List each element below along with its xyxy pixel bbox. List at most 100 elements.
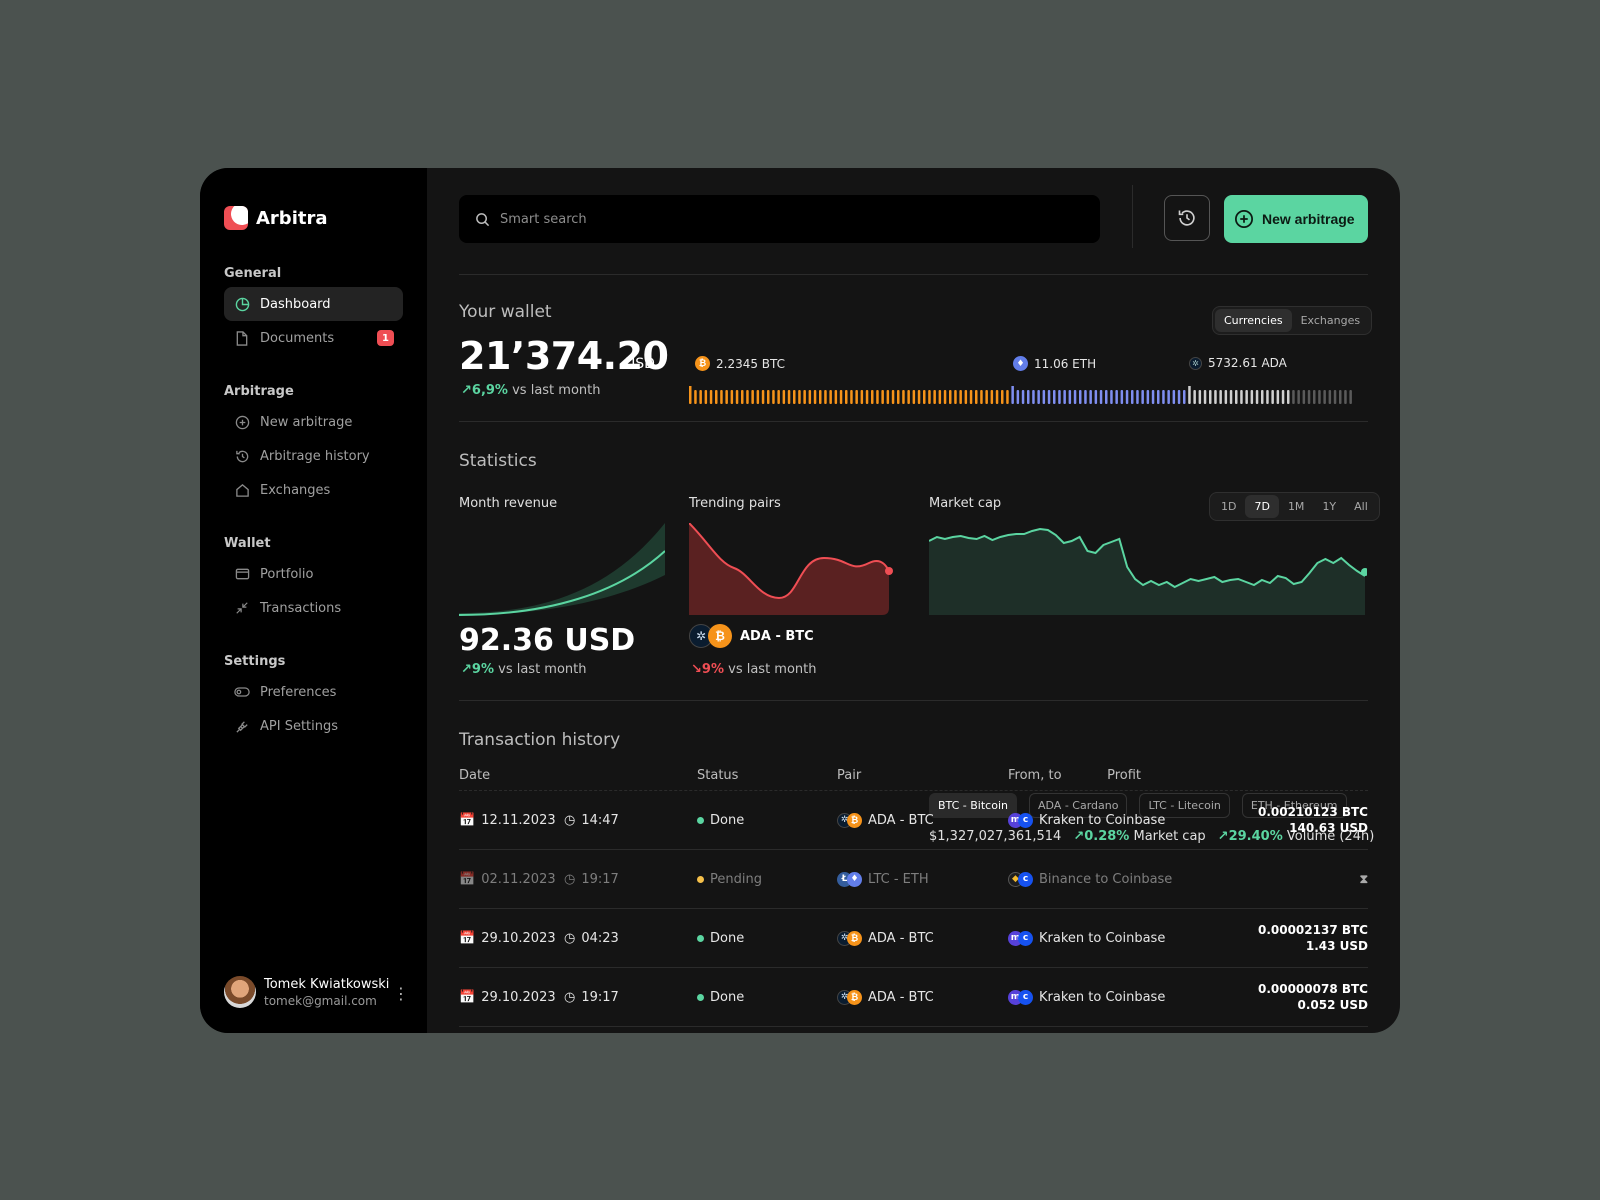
column-header-pair[interactable]: Pair — [837, 768, 862, 783]
more-vertical-icon[interactable]: ⋮ — [393, 984, 409, 1003]
allocation-bar-ada — [1235, 390, 1238, 404]
column-header-route[interactable]: From, to — [1008, 768, 1062, 783]
allocation-bar-btc — [886, 390, 890, 404]
chip-btc[interactable]: BTC - Bitcoin — [929, 793, 1017, 818]
sidebar-item-api-settings[interactable]: API Settings — [224, 709, 403, 743]
statistics-title: Statistics — [459, 451, 537, 471]
market-cap-delta: 0.28% — [1084, 829, 1130, 844]
allocation-bar-btc — [834, 390, 838, 404]
allocation-bar-eth — [1120, 390, 1124, 404]
arrows-in-icon — [234, 600, 250, 616]
chip-eth[interactable]: ETH - Ethereum — [1241, 793, 1347, 818]
allocation-bar-ada — [1287, 390, 1290, 404]
ethereum-icon: ♦ — [847, 871, 862, 887]
range-all[interactable]: All — [1354, 500, 1368, 513]
clock-icon: ◷ — [564, 989, 576, 1005]
user-profile[interactable]: Tomek Kwiatkowski tomek@gmail.com ⋮ — [224, 976, 409, 1008]
sidebar-item-exchanges[interactable]: Exchanges — [224, 473, 403, 507]
bitcoin-icon: ₿ — [695, 356, 710, 371]
column-header-status[interactable]: Status — [697, 768, 739, 783]
row-status: Done — [710, 989, 745, 1005]
chip-ltc[interactable]: LTC - Litecoin — [1139, 793, 1230, 818]
allocation-bar-ada — [1328, 390, 1332, 404]
column-header-profit[interactable]: Profit — [1107, 768, 1141, 783]
table-row[interactable]: 📅 29.10.2023 ◷ 19:17 Done ✲ ₿ ADA - BTC m c Kr… — [459, 968, 1368, 1027]
allocation-bar-btc — [720, 390, 723, 404]
search-input[interactable] — [500, 211, 1060, 227]
trend-up-icon: ↗ — [1217, 829, 1229, 844]
sidebar-item-transactions[interactable]: Transactions — [224, 591, 403, 625]
market-cap-currency-chips: BTC - Bitcoin ADA - Cardano LTC - Liteco… — [929, 793, 1359, 818]
status-dot — [697, 993, 704, 1001]
wallet-delta: ↗6,9% vs last month — [461, 383, 600, 398]
app-logo[interactable]: Arbitra — [224, 206, 328, 230]
sidebar-item-portfolio[interactable]: Portfolio — [224, 557, 403, 591]
allocation-bar-ada — [1266, 390, 1269, 404]
revenue-delta-value: 9% — [471, 662, 494, 677]
sidebar-item-label: API Settings — [260, 718, 339, 734]
allocation-bar-ada — [1214, 390, 1217, 404]
market-cap-chart — [929, 527, 1367, 615]
allocation-bar-ada — [1219, 390, 1222, 404]
allocation-bar-ada — [1302, 390, 1306, 404]
allocation-bar-btc — [689, 386, 692, 404]
allocation-bar-btc — [928, 390, 931, 404]
new-arbitrage-button[interactable]: New arbitrage — [1224, 195, 1368, 243]
sidebar-item-preferences[interactable]: Preferences — [224, 675, 403, 709]
allocation-bar-eth — [1131, 390, 1134, 404]
table-row[interactable]: 📅 12.11.2023 ◷ 14:47 Done ✲ ₿ ADA - BTC m c Kr… — [459, 791, 1368, 850]
month-revenue-label: Month revenue — [459, 496, 558, 511]
row-date: 02.11.2023 — [481, 871, 556, 887]
holding-label: 2.2345 BTC — [716, 356, 786, 371]
allocation-bar-eth — [1110, 390, 1113, 404]
allocation-bar-btc — [756, 390, 760, 404]
app-window: Arbitra General Dashboard Documents 1 Ar… — [200, 168, 1400, 1033]
sidebar-item-new-arbitrage[interactable]: New arbitrage — [224, 405, 403, 439]
calendar-icon: 📅 — [459, 812, 476, 828]
chip-ada[interactable]: ADA - Cardano — [1029, 793, 1128, 818]
wallet-amount: 21’374.20 — [459, 334, 669, 378]
holding-btc: ₿ 2.2345 BTC — [695, 356, 785, 371]
wallet-delta-value: 6,9% — [471, 383, 508, 398]
row-pair: LTC - ETH — [868, 871, 929, 887]
column-header-date[interactable]: Date — [459, 768, 491, 783]
row-route: Binance to Coinbase — [1039, 871, 1173, 887]
range-1y[interactable]: 1Y — [1322, 500, 1337, 513]
sidebar-item-documents[interactable]: Documents 1 — [224, 321, 403, 355]
table-row[interactable]: 📅 29.10.2023 ◷ 04:23 Done ✲ ₿ ADA - BTC m c Kr… — [459, 909, 1368, 968]
allocation-bar-eth — [1037, 390, 1040, 404]
sidebar-item-dashboard[interactable]: Dashboard — [224, 287, 403, 321]
allocation-bar-btc — [964, 390, 968, 404]
history-button[interactable] — [1164, 195, 1210, 241]
allocation-bar-eth — [1011, 386, 1014, 404]
range-7d[interactable]: 7D — [1245, 495, 1279, 518]
allocation-bar-ada — [1250, 390, 1254, 404]
allocation-bar-eth — [1146, 390, 1150, 404]
tab-exchanges[interactable]: Exchanges — [1300, 314, 1361, 327]
tab-currencies[interactable]: Currencies — [1215, 309, 1292, 332]
allocation-bar-eth — [1162, 390, 1165, 404]
allocation-bar-btc — [995, 390, 999, 404]
wallet-title: Your wallet — [459, 302, 552, 322]
sidebar-item-arbitrage-history[interactable]: Arbitrage history — [224, 439, 403, 473]
row-route: Kraken to Coinbase — [1039, 812, 1166, 828]
wallet-allocation-bars — [689, 386, 1352, 404]
trend-up-icon: ↗ — [461, 662, 472, 677]
coinbase-icon: c — [1018, 989, 1033, 1005]
allocation-bar-eth — [1141, 390, 1144, 404]
row-profit-usd: 1.43 USD — [1305, 939, 1368, 953]
row-date: 29.10.2023 — [481, 989, 556, 1005]
main-content: New arbitrage Your wallet Currencies Exc… — [427, 168, 1400, 1033]
range-1m[interactable]: 1M — [1287, 500, 1305, 513]
allocation-bar-btc — [871, 390, 874, 404]
new-arbitrage-label: New arbitrage — [1262, 211, 1355, 227]
table-row[interactable]: 📅 02.11.2023 ◷ 19:17 Pending Ł ♦ LTC - ETH ◆… — [459, 850, 1368, 909]
row-date: 12.11.2023 — [481, 812, 556, 828]
nav-heading: Settings — [224, 654, 286, 669]
search-bar[interactable] — [459, 195, 1100, 243]
range-1d[interactable]: 1D — [1221, 500, 1237, 513]
row-time: 19:17 — [581, 989, 619, 1005]
sidebar-item-label: Documents — [260, 330, 335, 346]
market-cap-delta-label: Market cap — [1133, 829, 1206, 844]
trending-pairs-chart — [689, 523, 893, 615]
